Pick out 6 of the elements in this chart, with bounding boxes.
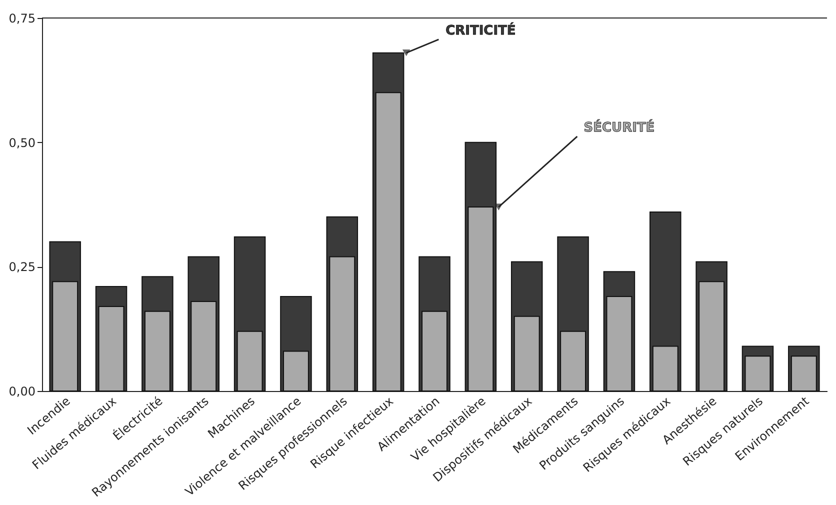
- text: SÉCURITÉ: [584, 118, 655, 136]
- y-tick-label: 0,00: [8, 384, 36, 398]
- text: CRITICITÉ: [446, 21, 516, 38]
- y-tick-label: 0,75: [8, 12, 36, 26]
- y-tick-label: 0,50: [8, 136, 36, 150]
- y-tick-label: 0,25: [8, 260, 36, 274]
